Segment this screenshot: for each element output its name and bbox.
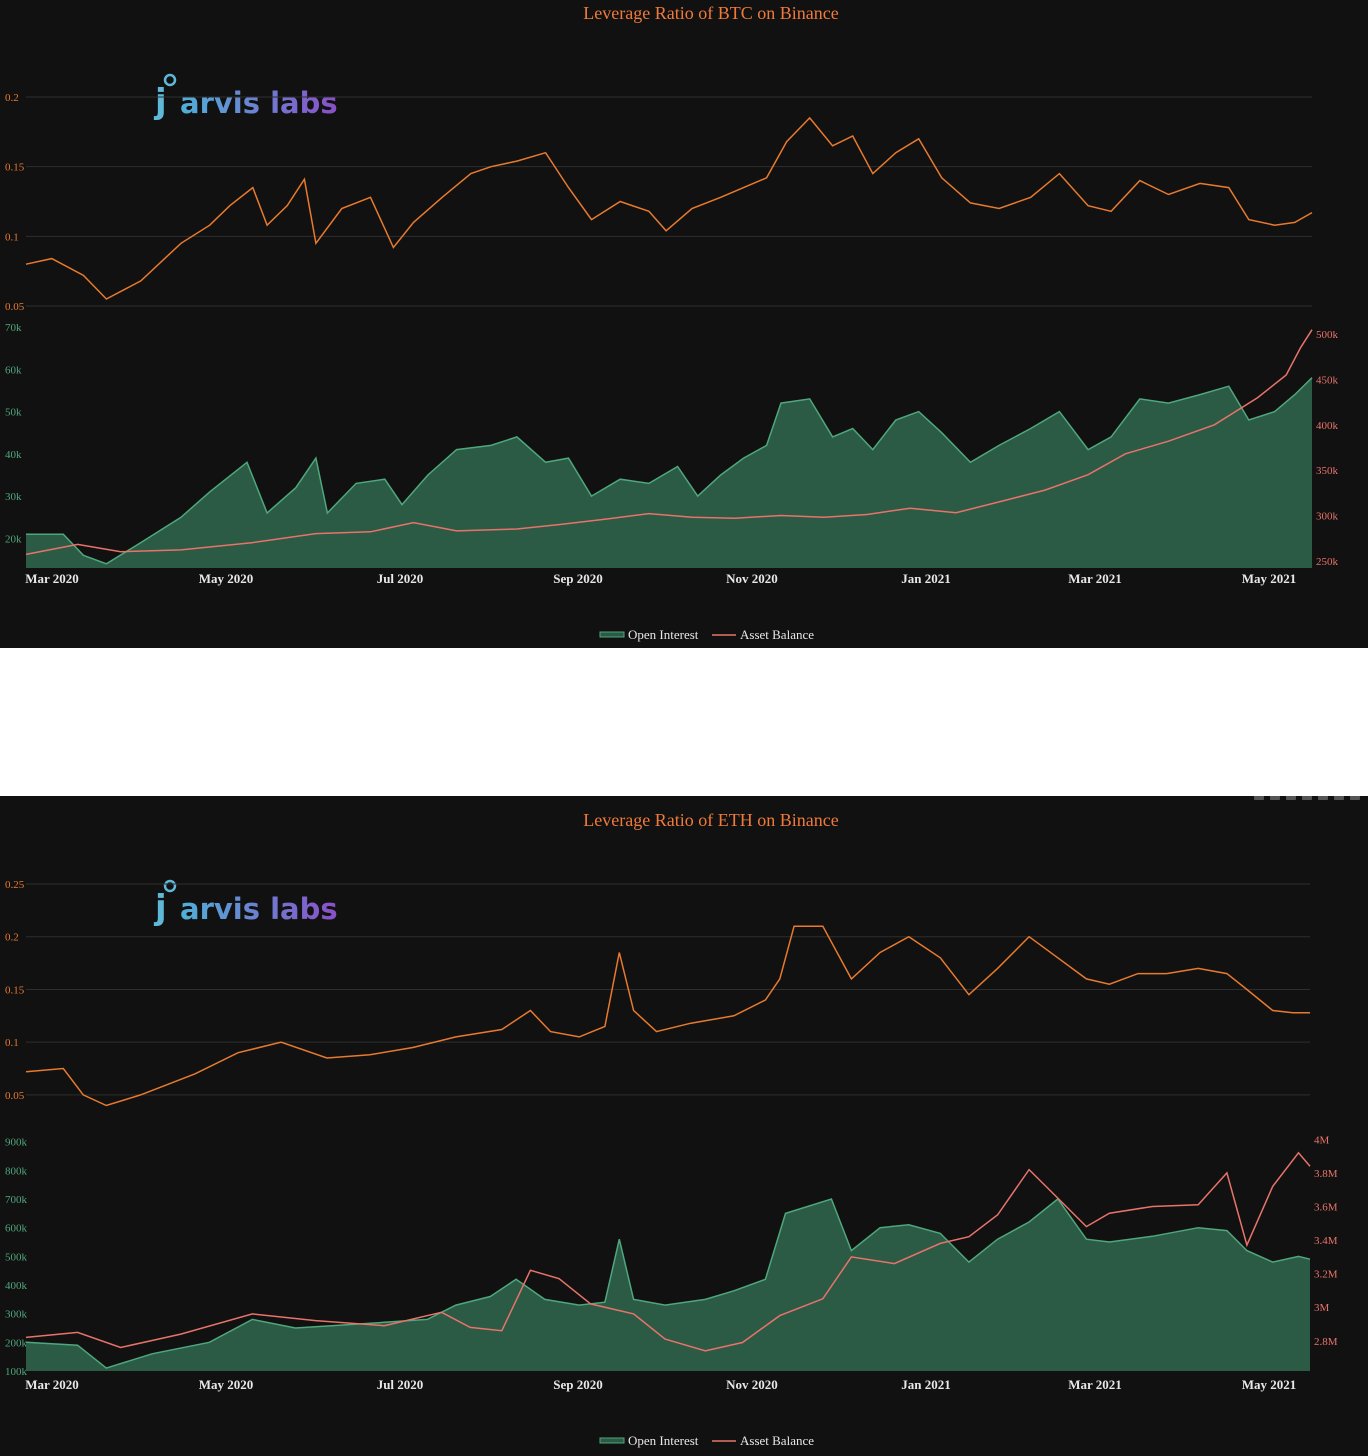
leverage-ratio-line: [25, 925, 1310, 1107]
oi-tick-label: 400k: [5, 1280, 28, 1292]
legend[interactable]: Open Interest Asset Balance: [599, 1433, 814, 1448]
asset-tick-label: 3.2M: [1314, 1269, 1338, 1281]
x-tick-label: Mar 2020: [25, 1377, 79, 1392]
legend[interactable]: Open Interest Asset Balance: [599, 627, 814, 642]
oi-tick-label: 30k: [5, 491, 22, 503]
asset-balance-line: [25, 329, 1313, 556]
x-tick-label: Jan 2021: [901, 571, 950, 586]
ratio-tick-label: 0.05: [5, 301, 25, 313]
x-tick-label: Sep 2020: [553, 1377, 602, 1392]
oi-tick-label: 20k: [5, 533, 22, 545]
asset-tick-label: 400k: [1316, 420, 1339, 432]
asset-tick-label: 3.8M: [1314, 1168, 1338, 1180]
oi-tick-label: 40k: [5, 449, 22, 461]
ratio-tick-label: 0.15: [5, 162, 25, 174]
asset-tick-label: 3.6M: [1314, 1202, 1338, 1214]
ratio-tick-label: 0.05: [5, 1090, 25, 1102]
legend-asset-balance-label[interactable]: Asset Balance: [740, 627, 814, 642]
logo-j: j: [153, 82, 167, 122]
open-interest-line: [25, 1197, 1311, 1369]
asset-balance-line: [25, 1151, 1311, 1352]
ratio-tick-label: 0.1: [5, 1037, 19, 1049]
open-interest-area: [26, 377, 1312, 568]
reset-axes-icon[interactable]: [1350, 796, 1360, 800]
ratio-tick-label: 0.25: [5, 879, 25, 891]
logo-text: arvis labs: [180, 892, 338, 926]
oi-tick-label: 700k: [5, 1194, 28, 1206]
asset-tick-label: 3M: [1314, 1302, 1330, 1314]
x-tick-label: Sep 2020: [553, 571, 602, 586]
ratio-tick-label: 0.2: [5, 932, 19, 944]
x-tick-label: Nov 2020: [726, 571, 778, 586]
oi-tick-label: 800k: [5, 1165, 28, 1177]
x-tick-label: Jan 2021: [901, 1377, 950, 1392]
asset-tick-label: 4M: [1314, 1134, 1330, 1146]
x-tick-label: Mar 2021: [1068, 571, 1122, 586]
chart-modebar[interactable]: [1254, 796, 1360, 800]
chart-title: Leverage Ratio of BTC on Binance: [583, 3, 838, 23]
btc-chart: Leverage Ratio of BTC on Binance j arvis l…: [5, 3, 1339, 642]
eth-chart-panel: Leverage Ratio of ETH on Binance j arvis l…: [0, 796, 1368, 1456]
ratio-tick-label: 0.15: [5, 984, 25, 996]
x-tick-label: Jul 2020: [377, 571, 424, 586]
open-interest-line: [26, 377, 1313, 565]
asset-tick-label: 300k: [1316, 510, 1339, 522]
oi-tick-label: 60k: [5, 364, 22, 376]
asset-tick-label: 3.4M: [1314, 1235, 1338, 1247]
x-tick-label: Mar 2020: [25, 571, 79, 586]
x-tick-label: May 2021: [1242, 1377, 1297, 1392]
logo-dot-icon: [163, 879, 177, 893]
logo-text: arvis labs: [180, 86, 338, 120]
legend-asset-balance-label[interactable]: Asset Balance: [740, 1433, 814, 1448]
asset-tick-label: 250k: [1316, 556, 1339, 568]
oi-tick-label: 900k: [5, 1137, 28, 1149]
logo-j: j: [153, 888, 167, 928]
zoom-in-icon[interactable]: [1302, 796, 1312, 800]
legend-open-interest-label[interactable]: Open Interest: [628, 1433, 699, 1448]
x-tick-label: May 2020: [199, 571, 254, 586]
oi-tick-label: 200k: [5, 1337, 28, 1349]
jarvis-labs-logo: j arvis labs: [153, 879, 338, 928]
logo-dot-icon: [163, 73, 177, 87]
open-interest-area: [26, 1199, 1310, 1371]
x-tick-label: Mar 2021: [1068, 1377, 1122, 1392]
camera-icon[interactable]: [1254, 796, 1264, 800]
zoom-out-icon[interactable]: [1318, 796, 1328, 800]
asset-tick-label: 2.8M: [1314, 1336, 1338, 1348]
oi-tick-label: 50k: [5, 407, 22, 419]
asset-tick-label: 450k: [1316, 375, 1339, 387]
zoom-icon[interactable]: [1270, 796, 1280, 800]
pan-icon[interactable]: [1286, 796, 1296, 800]
oi-tick-label: 600k: [5, 1223, 28, 1235]
ratio-tick-label: 0.1: [5, 231, 19, 243]
oi-tick-label: 70k: [5, 322, 22, 334]
x-tick-label: Jul 2020: [377, 1377, 424, 1392]
oi-tick-label: 100k: [5, 1366, 28, 1378]
legend-open-interest-swatch: [599, 631, 625, 638]
x-tick-label: Nov 2020: [726, 1377, 778, 1392]
jarvis-labs-logo: j arvis labs: [153, 73, 338, 122]
legend-open-interest-label[interactable]: Open Interest: [628, 627, 699, 642]
leverage-ratio-line: [25, 116, 1313, 300]
x-tick-label: May 2021: [1242, 571, 1297, 586]
oi-tick-label: 300k: [5, 1309, 28, 1321]
autoscale-icon[interactable]: [1334, 796, 1344, 800]
asset-tick-label: 350k: [1316, 465, 1339, 477]
oi-tick-label: 500k: [5, 1251, 28, 1263]
asset-tick-label: 500k: [1316, 329, 1339, 341]
btc-chart-panel: Leverage Ratio of BTC on Binance j arvis l…: [0, 0, 1368, 648]
chart-title: Leverage Ratio of ETH on Binance: [583, 810, 838, 830]
legend-open-interest-swatch: [599, 1437, 625, 1444]
ratio-tick-label: 0.2: [5, 92, 19, 104]
x-tick-label: May 2020: [199, 1377, 254, 1392]
eth-chart: Leverage Ratio of ETH on Binance j arvis l…: [5, 810, 1338, 1448]
